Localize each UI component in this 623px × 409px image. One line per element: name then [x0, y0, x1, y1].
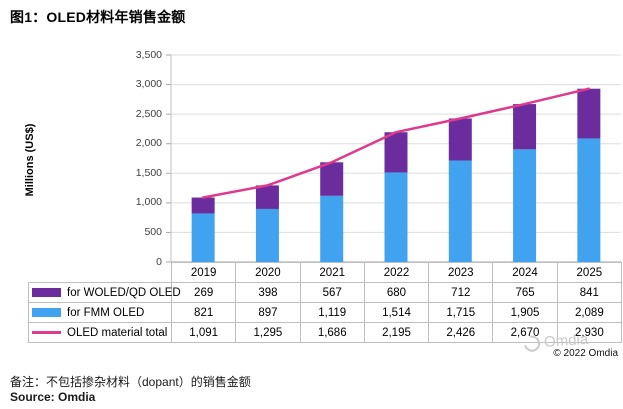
value-cell: 841 — [556, 282, 622, 303]
legend-label: for FMM OLED — [67, 306, 145, 319]
legend-item: for WOLED/QD OLED — [29, 287, 181, 299]
data-table: 2019 2020 2021 2022 2023 2024 2025 for WOLED/QD… — [28, 262, 622, 343]
legend-swatch-0-icon — [32, 288, 61, 297]
bar-segment-1 — [191, 213, 215, 262]
y-axis-label: Millions (US$) — [24, 123, 36, 197]
bar-segment-1 — [513, 149, 537, 262]
table-row: for WOLED/QD OLED 269 398 567 680 712 765 841 — [28, 282, 622, 303]
year-header-cell: 2024 — [492, 262, 558, 283]
legend-item: for FMM OLED — [29, 307, 171, 319]
bar-segment-0 — [513, 104, 537, 150]
data-table-wrap: 2019 2020 2021 2022 2023 2024 2025 for WOLED/QD… — [28, 262, 622, 343]
value-cell: 897 — [235, 302, 301, 323]
bar-segment-1 — [255, 208, 279, 262]
value-cell: 398 — [235, 282, 301, 303]
y-tick-label: 2,000 — [135, 137, 162, 150]
year-header-cell: 2025 — [556, 262, 622, 283]
legend-label: OLED material total — [67, 326, 168, 339]
total-line — [201, 87, 591, 199]
chart-plot — [166, 54, 621, 263]
value-cell: 1,715 — [428, 302, 494, 323]
value-cell: 2,670 — [492, 322, 558, 343]
y-tick-label: 3,000 — [135, 78, 162, 91]
legend-item: OLED material total — [29, 327, 171, 339]
legend-swatch-1-icon — [32, 308, 61, 317]
year-header-cell: 2020 — [235, 262, 301, 283]
bar-segment-0 — [320, 162, 344, 196]
value-cell: 1,905 — [492, 302, 558, 323]
value-cell: 1,514 — [363, 302, 430, 323]
legend-label: for WOLED/QD OLED — [67, 286, 181, 299]
year-header-cell: 2023 — [428, 262, 494, 283]
bar-segment-0 — [384, 132, 408, 173]
value-cell: 269 — [170, 282, 237, 303]
bar-segment-1 — [384, 172, 408, 262]
year-header-cell: 2019 — [170, 262, 237, 283]
value-cell: 2,089 — [556, 302, 622, 323]
table-corner-blank — [29, 263, 172, 283]
value-cell: 1,295 — [235, 322, 301, 343]
bar-segment-0 — [255, 185, 279, 209]
value-cell: 1,091 — [170, 322, 237, 343]
y-tick-label: 2,500 — [135, 107, 162, 120]
y-axis-ticks: 3,500 3,000 2,500 2,000 1,500 1,000 500 0 — [108, 49, 162, 268]
bar-segment-1 — [320, 195, 344, 262]
y-tick-label: 1,000 — [135, 196, 162, 209]
y-tick-label: 500 — [144, 225, 162, 238]
bar-segment-0 — [191, 197, 215, 214]
legend-swatch-2-line-icon — [32, 331, 61, 334]
bar-segment-1 — [448, 160, 472, 262]
bar-segment-0 — [448, 118, 472, 161]
copyright-text: © 2022 Omdia — [553, 348, 618, 359]
value-cell: 2,426 — [428, 322, 494, 343]
chart-canvas — [166, 54, 621, 263]
year-header-cell: 2021 — [299, 262, 365, 283]
bar-segment-1 — [577, 138, 601, 262]
value-cell: 2,195 — [363, 322, 430, 343]
value-cell: 1,686 — [299, 322, 365, 343]
value-cell: 680 — [363, 282, 430, 303]
value-cell: 2,930 — [556, 322, 622, 343]
y-tick-label: 3,500 — [135, 48, 162, 61]
value-cell: 567 — [299, 282, 365, 303]
y-tick-label: 1,500 — [135, 166, 162, 179]
table-row: for FMM OLED 821 897 1,119 1,514 1,715 1,905 2,… — [28, 302, 622, 323]
value-cell: 821 — [170, 302, 237, 323]
value-cell: 1,119 — [299, 302, 365, 323]
table-row: OLED material total 1,091 1,295 1,686 2,195 2… — [28, 322, 622, 343]
year-header-cell: 2022 — [363, 262, 430, 283]
figure-title: 图1：OLED材料年销售金额 — [10, 9, 186, 25]
value-cell: 765 — [492, 282, 558, 303]
value-cell: 712 — [428, 282, 494, 303]
note-text: 备注：不包括掺杂材料（dopant）的销售金额 — [10, 375, 251, 389]
source-text: Source: Omdia — [10, 390, 96, 404]
y-tick-label: 0 — [156, 255, 162, 268]
bar-segment-0 — [577, 88, 601, 139]
